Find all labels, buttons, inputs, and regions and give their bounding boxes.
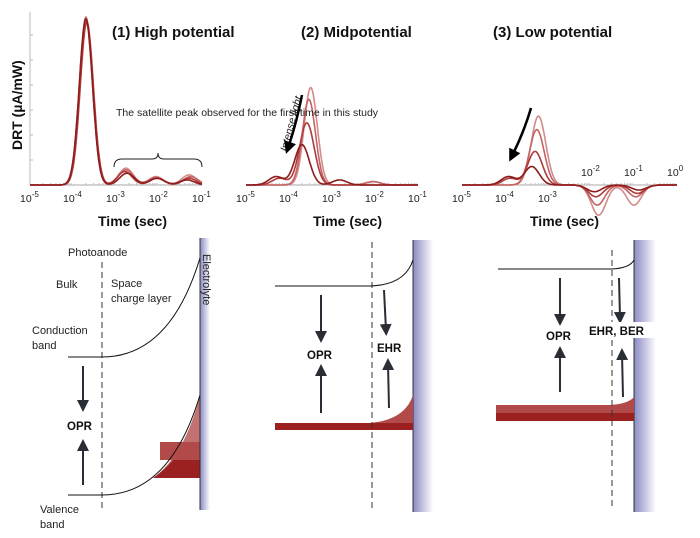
valence-band-holes-light bbox=[496, 405, 634, 413]
up-arrow-icon bbox=[382, 358, 395, 409]
y-axis-label: DRT (µA/mW) bbox=[9, 60, 25, 150]
drt-series-4 bbox=[246, 143, 418, 186]
panel-title-low: (3) Low potential bbox=[493, 24, 612, 41]
photoanode-label: Photoanode bbox=[68, 247, 127, 259]
x-axis-label-low: Time (sec) bbox=[530, 213, 599, 229]
annotation-text: The satellite peak observed for the firs… bbox=[116, 107, 379, 119]
drt-series-4 bbox=[30, 17, 203, 186]
opr-label: OPR bbox=[67, 421, 93, 433]
x-tick-label: 10-4 bbox=[279, 190, 298, 205]
x-tick-label: 10-4 bbox=[63, 190, 82, 205]
down-arrow-icon bbox=[379, 289, 392, 336]
band-diagram-mid: OPR EHR bbox=[275, 240, 433, 512]
x-tick-label: 10-1 bbox=[624, 164, 643, 179]
conduction-band-label-2: band bbox=[32, 340, 56, 352]
x-tick-label: 10-2 bbox=[149, 190, 168, 205]
x-tick-label: 10-1 bbox=[408, 190, 427, 205]
x-tick-label: 10-3 bbox=[106, 190, 125, 205]
drt-series-3 bbox=[462, 150, 677, 198]
panel-title-mid: (2) Midpotential bbox=[301, 24, 412, 41]
conduction-band bbox=[68, 257, 201, 358]
drt-series-1 bbox=[30, 15, 203, 186]
conduction-band-label-1: Conduction bbox=[32, 325, 88, 337]
valence-band bbox=[68, 394, 201, 496]
valence-band-holes-dark bbox=[496, 413, 634, 421]
label-backdrop bbox=[588, 322, 658, 338]
x-tick-label: 10-2 bbox=[581, 164, 600, 179]
electrolyte bbox=[200, 238, 210, 510]
drt-charts: DRT (µA/mW) 10-5 10-4 10-3 10-2 10-1 10-5 10-4… bbox=[9, 12, 684, 229]
conduction-band bbox=[498, 259, 635, 270]
up-arrow-icon bbox=[616, 348, 629, 398]
drt-panel-1: 10-5 10-4 10-3 10-2 10-1 bbox=[20, 15, 211, 205]
hole-layer-mid bbox=[160, 442, 200, 460]
x-tick-label: 100 bbox=[667, 164, 684, 179]
x-tick-label: 10-2 bbox=[365, 190, 384, 205]
x-tick-label: 10-1 bbox=[192, 190, 211, 205]
panel-title-high: (1) High potential bbox=[112, 24, 235, 41]
hole-layer-dark bbox=[153, 460, 200, 478]
bulk-label: Bulk bbox=[56, 279, 78, 291]
x-tick-label: 10-3 bbox=[322, 190, 341, 205]
drt-series-1 bbox=[246, 86, 418, 186]
satellite-annotation: The satellite peak observed for the firs… bbox=[113, 107, 379, 168]
hole-accumulation bbox=[370, 395, 413, 430]
electrolyte-label: Electrolyte bbox=[200, 254, 212, 305]
intensity-arrow-low bbox=[509, 107, 533, 162]
drt-series-3 bbox=[246, 122, 418, 186]
band-diagram-low: OPR EHR, BER bbox=[496, 240, 658, 512]
drt-series-4 bbox=[462, 165, 677, 193]
x-tick-label: 10-5 bbox=[236, 190, 255, 205]
curly-brace bbox=[113, 152, 203, 168]
electrolyte bbox=[634, 240, 656, 512]
down-arrow-icon bbox=[613, 277, 626, 324]
electrolyte bbox=[413, 240, 433, 512]
opr-label: OPR bbox=[307, 350, 333, 362]
valence-band-label-2: band bbox=[40, 519, 64, 531]
space-charge-label-1: Space bbox=[111, 278, 142, 290]
drt-panel-2: 10-5 10-4 10-3 10-2 10-1 bbox=[236, 86, 427, 205]
ehr-ber-label: EHR, BER bbox=[589, 326, 645, 338]
x-axis-label-high: Time (sec) bbox=[98, 213, 167, 229]
x-tick-label: 10-5 bbox=[452, 190, 471, 205]
band-diagram-high: Electrolyte Photoanode Bulk Space charge… bbox=[32, 238, 212, 531]
conduction-band bbox=[275, 259, 414, 287]
x-axis-label-mid: Time (sec) bbox=[313, 213, 382, 229]
x-tick-label: 10-5 bbox=[20, 190, 39, 205]
valence-band-holes bbox=[275, 423, 413, 430]
x-tick-label: 10-3 bbox=[538, 190, 557, 205]
drt-panel-3: 10-5 10-4 10-3 10-2 10-1 100 bbox=[452, 115, 684, 217]
opr-label: OPR bbox=[546, 331, 572, 343]
space-charge-label-2: charge layer bbox=[111, 293, 172, 305]
x-tick-label: 10-4 bbox=[495, 190, 514, 205]
valence-band-label-1: Valence bbox=[40, 504, 79, 516]
ehr-label: EHR bbox=[377, 343, 402, 355]
intense-light-arrow bbox=[284, 94, 304, 154]
